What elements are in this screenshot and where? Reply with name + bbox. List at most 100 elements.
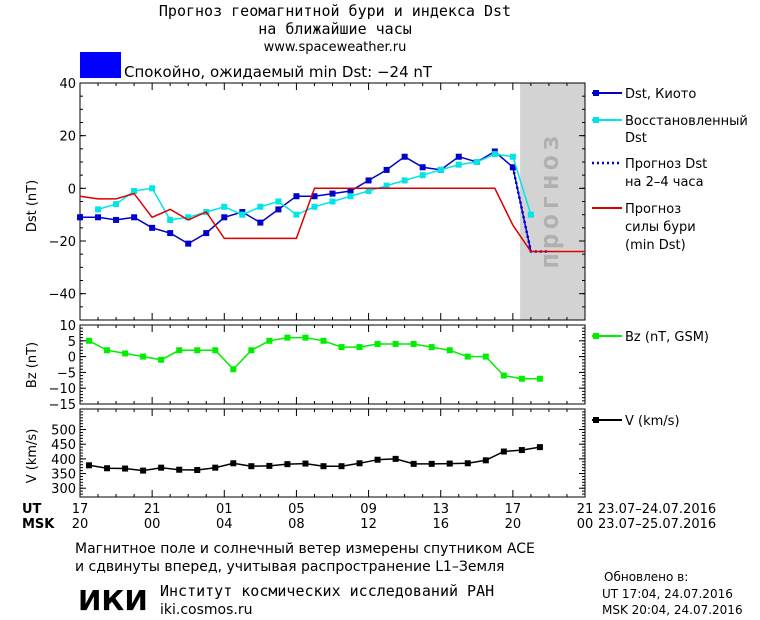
- ut-tick-label: 01: [216, 502, 233, 517]
- msk-tick-label: 20: [72, 517, 89, 532]
- dst-tick-label: 0: [68, 182, 76, 197]
- legend-forecast-2: на 2–4 часа: [625, 175, 704, 190]
- bz-tick-label: −10: [49, 382, 76, 397]
- dst-restored-point: [95, 206, 102, 213]
- v-point: [482, 457, 489, 464]
- legend-v: V (km/s): [625, 414, 680, 429]
- dst-restored-point: [167, 216, 174, 223]
- legend-marker-v: [593, 417, 599, 423]
- bz-point: [248, 347, 255, 354]
- msk-tick-label: 04: [216, 517, 233, 532]
- ut-label: UT: [22, 502, 42, 517]
- dst-axis-label: Dst (nT): [25, 180, 40, 232]
- bz-point: [518, 375, 525, 382]
- bz-point: [392, 340, 399, 347]
- storm-forecast-line: [79, 187, 585, 253]
- v-point: [212, 464, 219, 471]
- bz-point: [104, 347, 111, 354]
- msk-tick-label: 16: [432, 517, 449, 532]
- legend-storm-2: силы бури: [625, 220, 696, 235]
- v-point: [302, 460, 309, 467]
- v-point: [356, 460, 363, 467]
- bz-tick-label: 0: [68, 351, 76, 366]
- dst-restored-point: [401, 177, 408, 184]
- bz-point: [356, 344, 363, 351]
- msk-tick-label: 00: [577, 517, 594, 532]
- v-line: [88, 446, 541, 472]
- msk-tick-label: 20: [505, 517, 522, 532]
- v-point: [464, 460, 471, 467]
- v-point: [374, 456, 381, 463]
- dst-restored-point: [455, 161, 462, 168]
- forecast-band-label: прогноз: [535, 131, 565, 269]
- bz-tick-label: −5: [57, 366, 76, 381]
- bz-frame: [79, 324, 586, 405]
- v-axis-label: V (km/s): [25, 429, 40, 484]
- ut-tick-label: 17: [505, 502, 522, 517]
- v-tick-label: 400: [51, 453, 76, 468]
- dst-restored-point: [329, 198, 336, 205]
- bz-point: [284, 334, 291, 341]
- v-point: [446, 460, 453, 467]
- bz-point: [302, 334, 309, 341]
- page-title: Прогноз геомагнитной бури и индекса Dst: [159, 2, 511, 20]
- legend-storm-3: (min Dst): [625, 238, 686, 253]
- bz-point: [410, 340, 417, 347]
- bz-tick-label: 5: [68, 335, 76, 350]
- dst-restored-point: [185, 214, 192, 221]
- v-point: [338, 463, 345, 470]
- dst-kyoto-line: [80, 150, 532, 252]
- legend-marker-bz: [593, 333, 599, 339]
- v-point: [284, 461, 291, 468]
- dst-restored-point: [419, 172, 426, 179]
- legend-dst-kyoto: Dst, Киото: [625, 87, 696, 102]
- dst-restored-point: [365, 187, 372, 194]
- dst-restored-point: [527, 211, 534, 218]
- legend: Dst, Киото Восстановленный Dst Прогноз D…: [592, 87, 748, 429]
- v-point: [230, 460, 237, 467]
- dst-panel: прогноз 40 20 0 −20 −40: [49, 77, 586, 321]
- bz-point: [194, 347, 201, 354]
- dst-tick-label: −40: [49, 288, 76, 303]
- v-point: [518, 447, 525, 454]
- msk-label: MSK: [22, 517, 55, 532]
- status-color-swatch: [80, 52, 121, 78]
- status-text: Спокойно, ожидаемый min Dst: −24 nT: [124, 63, 433, 81]
- dst-kyoto-point: [419, 164, 426, 171]
- v-point: [266, 462, 273, 469]
- institute-site[interactable]: iki.cosmos.ru: [160, 602, 252, 618]
- bz-point: [320, 337, 327, 344]
- note-line-1: Магнитное поле и солнечный ветер измерен…: [75, 541, 535, 557]
- bz-point: [536, 375, 543, 382]
- bz-tick-label: 10: [59, 319, 76, 334]
- bz-axis-label: Bz (nT): [25, 342, 40, 388]
- bz-point: [86, 337, 93, 344]
- dst-kyoto-point: [401, 153, 408, 160]
- dst-kyoto-point: [221, 214, 228, 221]
- dst-restored-point: [311, 203, 318, 210]
- dst-restored-point: [221, 203, 228, 210]
- bz-point: [158, 356, 165, 363]
- dst-kyoto-point: [131, 214, 138, 221]
- dst-restored-point: [437, 166, 444, 173]
- bz-point: [212, 347, 219, 354]
- dst-restored-point: [491, 151, 498, 158]
- ut-tick-label: 17: [72, 502, 89, 517]
- dst-kyoto-point: [275, 206, 282, 213]
- dst-restored-point: [113, 201, 120, 208]
- updated-ut: UT 17:04, 24.07.2016: [602, 587, 733, 601]
- msk-tick-label: 08: [288, 517, 305, 532]
- page-subtitle: на ближайшие часы: [258, 20, 412, 38]
- dst-tick-label: −20: [49, 235, 76, 250]
- dst-restored-point: [239, 211, 246, 218]
- v-tick-label: 350: [51, 468, 76, 483]
- v-point: [248, 463, 255, 470]
- updated-msk: MSK 20:04, 24.07.2016: [602, 603, 743, 617]
- legend-forecast-1: Прогноз Dst: [625, 157, 707, 172]
- msk-tick-label: 12: [360, 517, 377, 532]
- dst-restored-point: [347, 193, 354, 200]
- bz-point: [176, 347, 183, 354]
- bz-point: [266, 337, 273, 344]
- site-url[interactable]: www.spaceweather.ru: [264, 40, 407, 55]
- dst-restored-point: [293, 211, 300, 218]
